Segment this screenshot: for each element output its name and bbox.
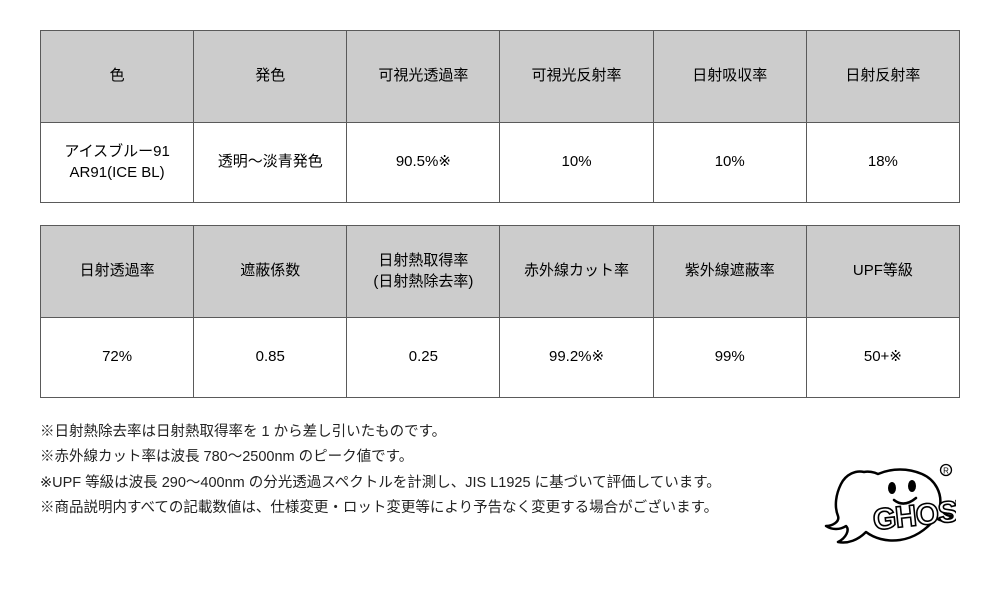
table-row: アイスブルー91AR91(ICE BL) 透明〜淡青発色 90.5%※ 10% … [41,123,960,203]
header-label: 可視光反射率 [532,67,622,84]
cell: 透明〜淡青発色 [194,123,347,203]
header-label: 赤外線カット率 [524,262,629,279]
col-header: 日射熱取得率(日射熱除去率) [347,226,500,318]
header-label: 可視光透過率 [378,67,468,84]
cell-value: 0.25 [409,348,438,365]
col-header: 紫外線遮蔽率 [653,226,806,318]
cell: 99% [653,318,806,398]
cell-value: 0.85 [256,348,285,365]
col-header: 赤外線カット率 [500,226,653,318]
header-label: 紫外線遮蔽率 [685,262,775,279]
cell-value: 10% [715,153,745,170]
header-label: 発色 [255,67,285,84]
col-header: 可視光透過率 [347,31,500,123]
cell: 0.25 [347,318,500,398]
col-header: 可視光反射率 [500,31,653,123]
col-header: 色 [41,31,194,123]
cell: アイスブルー91AR91(ICE BL) [41,123,194,203]
cell: 10% [500,123,653,203]
header-label: 日射透過率 [80,262,155,279]
svg-text:R: R [943,467,949,476]
header-label: 日射吸収率 [692,67,767,84]
cell-value: 10% [562,153,592,170]
cell-value: アイスブルー91AR91(ICE BL) [45,142,189,183]
footnote-line: ※日射熱除去率は日射熱取得率を 1 から差し引いたものです。 [40,420,960,445]
cell-value: 90.5%※ [396,153,451,170]
table-header-row: 色 発色 可視光透過率 可視光反射率 日射吸収率 日射反射率 [41,31,960,123]
cell-value: 透明〜淡青発色 [218,153,323,170]
ghost-logo: R GHOST [816,456,956,556]
header-label: 遮蔽係数 [240,262,300,279]
cell-value: 72% [102,348,132,365]
cell: 0.85 [194,318,347,398]
col-header: UPF等級 [806,226,959,318]
cell-value: 99% [715,348,745,365]
header-label: 日射熱取得率(日射熱除去率) [351,251,495,292]
col-header: 日射透過率 [41,226,194,318]
table-header-row: 日射透過率 遮蔽係数 日射熱取得率(日射熱除去率) 赤外線カット率 紫外線遮蔽率… [41,226,960,318]
col-header: 遮蔽係数 [194,226,347,318]
col-header: 発色 [194,31,347,123]
cell: 50+※ [806,318,959,398]
cell: 99.2%※ [500,318,653,398]
header-label: 日射反射率 [845,67,920,84]
cell: 72% [41,318,194,398]
spec-table-2: 日射透過率 遮蔽係数 日射熱取得率(日射熱除去率) 赤外線カット率 紫外線遮蔽率… [40,225,960,398]
cell-value: 18% [868,153,898,170]
header-label: 色 [110,67,125,84]
header-label: UPF等級 [853,262,913,279]
col-header: 日射吸収率 [653,31,806,123]
cell: 18% [806,123,959,203]
col-header: 日射反射率 [806,31,959,123]
ghost-icon: R GHOST [816,456,956,556]
cell: 90.5%※ [347,123,500,203]
cell: 10% [653,123,806,203]
cell-value: 50+※ [864,348,902,365]
spec-table-1: 色 発色 可視光透過率 可視光反射率 日射吸収率 日射反射率 アイスブルー91A… [40,30,960,203]
table-row: 72% 0.85 0.25 99.2%※ 99% 50+※ [41,318,960,398]
cell-value: 99.2%※ [549,348,604,365]
